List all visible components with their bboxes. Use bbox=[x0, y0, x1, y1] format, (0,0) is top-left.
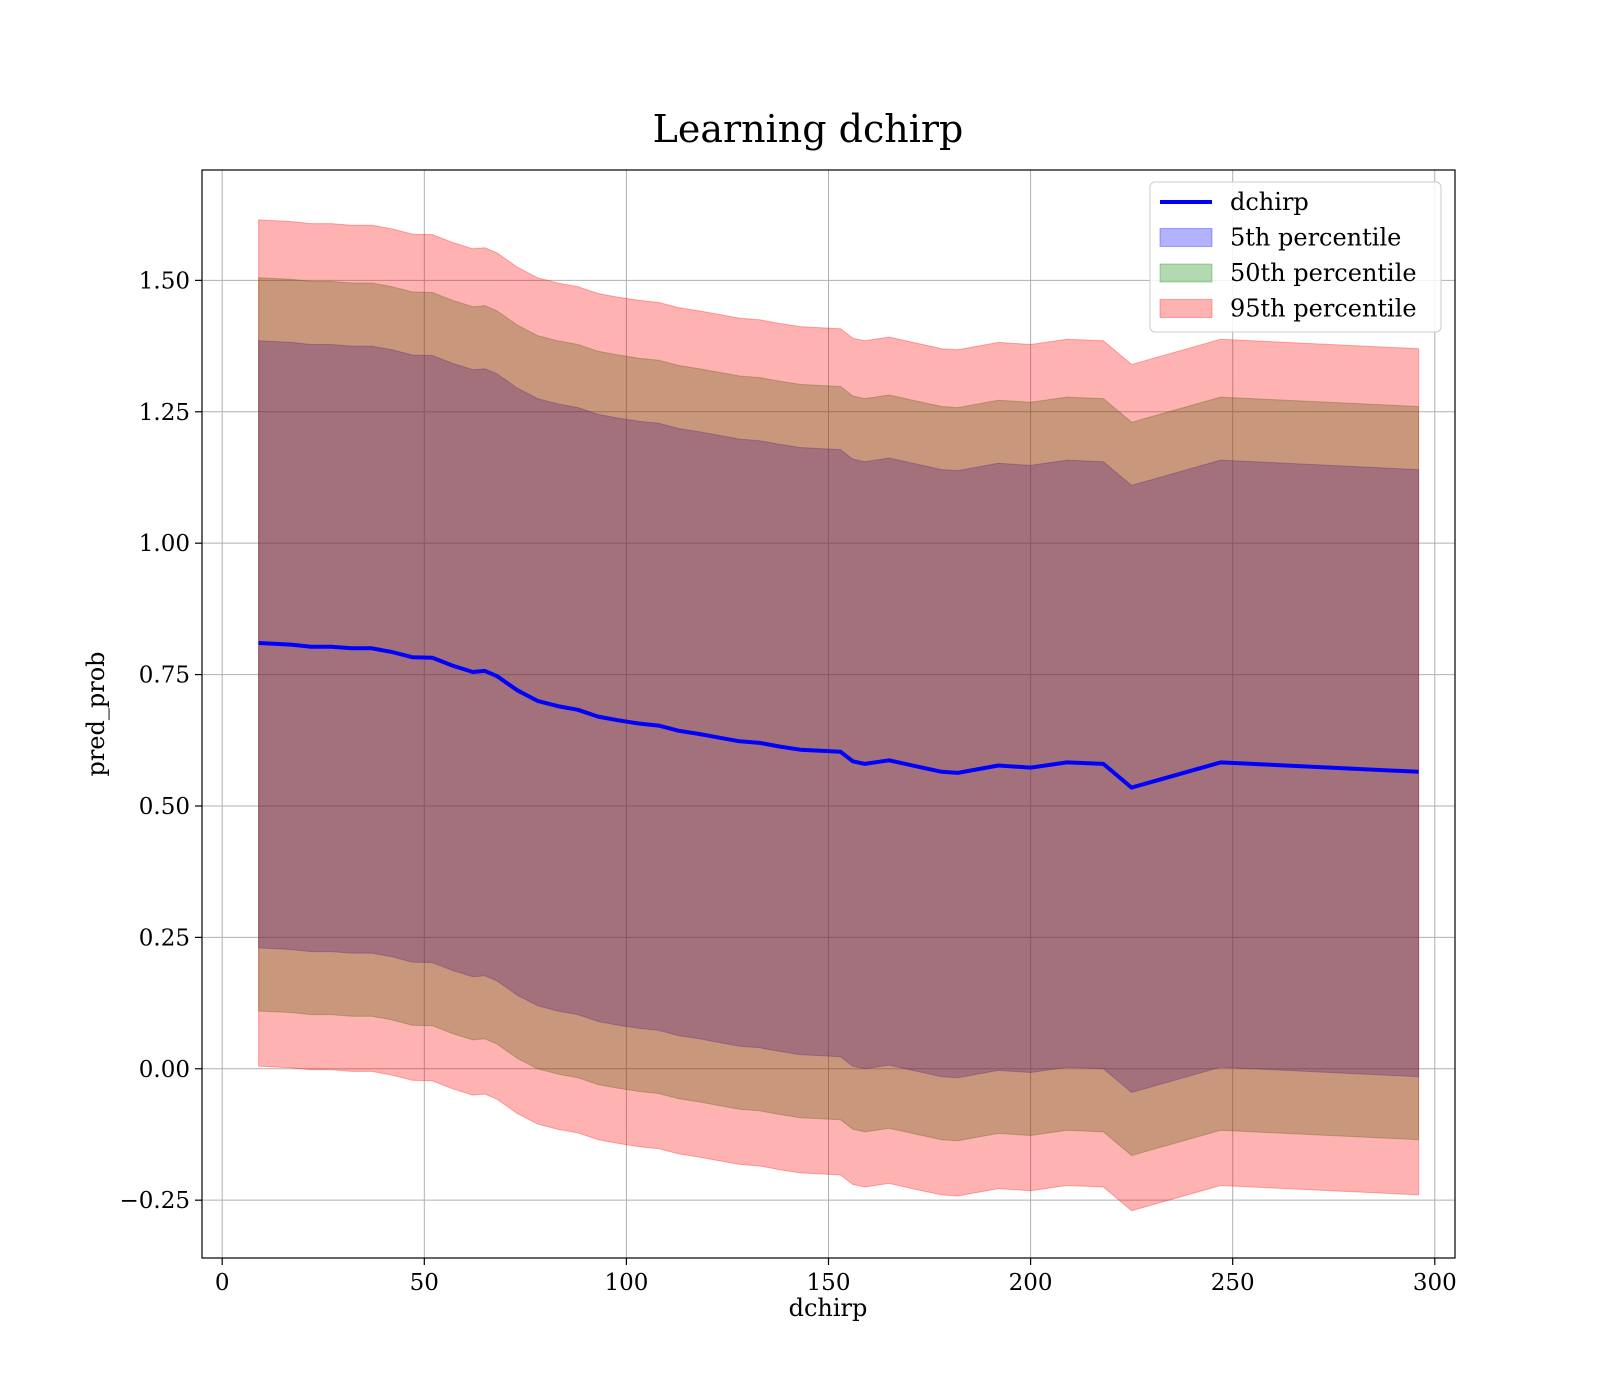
y-tick-label: 0.00 bbox=[139, 1057, 190, 1083]
percentile-bands bbox=[258, 219, 1420, 1212]
axis-ticks: 0 50 100 150 200 250 300 −0.25 0.00 0.25 0.50 0.75 1… bbox=[120, 268, 1457, 1296]
x-tick-label: 50 bbox=[410, 1270, 439, 1296]
y-tick-label: 0.50 bbox=[139, 794, 190, 820]
y-tick-label: 0.75 bbox=[139, 663, 190, 689]
legend-entry-label: dchirp bbox=[1230, 188, 1309, 216]
legend-box bbox=[1149, 181, 1442, 333]
legend-swatch-band bbox=[1159, 299, 1213, 318]
x-tick-label: 150 bbox=[807, 1270, 851, 1296]
x-tick-label: 250 bbox=[1211, 1270, 1255, 1296]
series-line-dchirp bbox=[258, 641, 1419, 790]
legend-entry-label: 5th percentile bbox=[1230, 224, 1401, 252]
band-5th-percentile bbox=[258, 340, 1420, 1093]
x-tick-label: 300 bbox=[1413, 1270, 1457, 1296]
chart-title: Learning dchirp bbox=[653, 107, 964, 151]
legend-entry-label: 50th percentile bbox=[1230, 259, 1417, 287]
x-tick-label: 100 bbox=[604, 1270, 648, 1296]
y-tick-label: 1.00 bbox=[139, 531, 190, 557]
band-95th-percentile bbox=[258, 219, 1420, 1212]
x-tick-label: 200 bbox=[1009, 1270, 1053, 1296]
legend: dchirp 5th percentile 50th percentile 95th … bbox=[1149, 181, 1442, 333]
y-axis-label: pred_prob bbox=[82, 651, 110, 776]
y-tick-label: 1.25 bbox=[139, 400, 190, 426]
legend-swatch-band bbox=[1159, 263, 1213, 283]
series-lines bbox=[258, 641, 1419, 790]
y-tick-label: 1.50 bbox=[139, 268, 190, 294]
grid bbox=[202, 170, 1455, 1258]
x-tick-label: 0 bbox=[215, 1270, 230, 1296]
band-50th-percentile bbox=[258, 277, 1420, 1157]
legend-entry-label: 95th percentile bbox=[1230, 295, 1417, 323]
y-tick-label: −0.25 bbox=[120, 1188, 190, 1214]
x-axis-label: dchirp bbox=[789, 1294, 868, 1322]
y-tick-label: 0.25 bbox=[139, 925, 190, 951]
legend-swatch-band bbox=[1159, 228, 1213, 247]
